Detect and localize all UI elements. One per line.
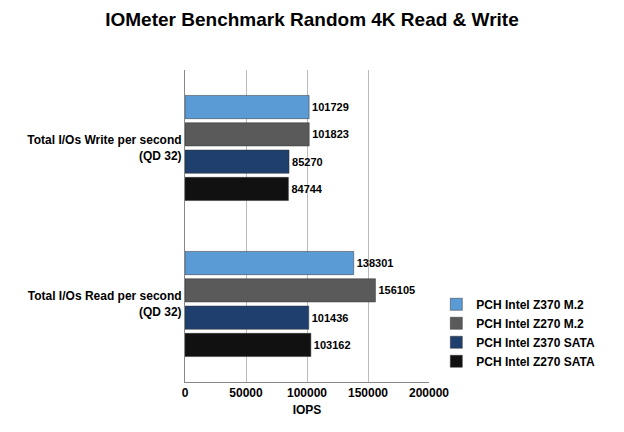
svg-text:84744: 84744 [291, 183, 322, 195]
svg-text:200000: 200000 [409, 386, 449, 400]
svg-text:Total I/Os Write per second(QD: Total I/Os Write per second(QD 32) [27, 133, 181, 163]
svg-text:Total I/Os Read per second(QD: Total I/Os Read per second(QD 32) [28, 289, 182, 319]
svg-text:101823: 101823 [312, 128, 349, 140]
svg-text:103162: 103162 [314, 339, 351, 351]
svg-text:138301: 138301 [357, 257, 394, 269]
svg-text:150000: 150000 [348, 386, 388, 400]
svg-text:IOPS: IOPS [293, 403, 322, 417]
svg-text:PCH Intel Z370 SATA: PCH Intel Z370 SATA [476, 336, 595, 350]
svg-text:PCH Intel Z370 M.2: PCH Intel Z370 M.2 [476, 298, 584, 312]
svg-text:0: 0 [182, 386, 189, 400]
svg-text:PCH Intel Z270 SATA: PCH Intel Z270 SATA [476, 355, 595, 369]
svg-text:85270: 85270 [292, 156, 323, 168]
svg-text:156105: 156105 [378, 284, 415, 296]
svg-text:IOMeter Benchmark Random 4K Re: IOMeter Benchmark Random 4K Read & Write [105, 9, 519, 30]
svg-text:101436: 101436 [312, 312, 349, 324]
svg-text:101729: 101729 [312, 101, 349, 113]
svg-text:50000: 50000 [229, 386, 263, 400]
svg-text:100000: 100000 [287, 386, 327, 400]
svg-text:PCH Intel Z270 M.2: PCH Intel Z270 M.2 [476, 317, 584, 331]
